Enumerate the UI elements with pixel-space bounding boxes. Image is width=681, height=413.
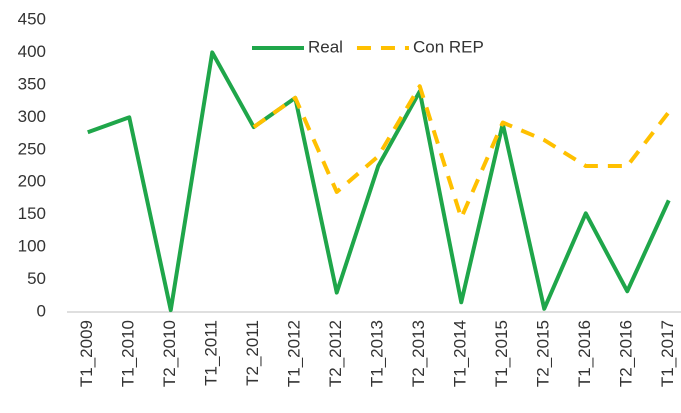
y-tick-label: 450 bbox=[18, 9, 46, 28]
x-tick-label: T1_2010 bbox=[119, 320, 138, 387]
x-tick-label: T2_2010 bbox=[160, 320, 179, 387]
y-tick-label: 400 bbox=[18, 42, 46, 61]
x-tick-label: T1_2013 bbox=[368, 320, 387, 387]
x-tick-label: T2_2016 bbox=[617, 320, 636, 387]
x-tick-label: T2_2015 bbox=[534, 320, 553, 387]
legend-label: Real bbox=[308, 37, 343, 56]
y-tick-label: 50 bbox=[27, 269, 46, 288]
x-tick-label: T1_2014 bbox=[451, 320, 470, 387]
x-tick-label: T1_2017 bbox=[658, 320, 677, 387]
x-tick-label: T1_2012 bbox=[285, 320, 304, 387]
y-tick-label: 100 bbox=[18, 237, 46, 256]
y-tick-label: 150 bbox=[18, 204, 46, 223]
x-tick-label: T1_2016 bbox=[575, 320, 594, 387]
x-tick-label: T2_2011 bbox=[243, 320, 262, 386]
x-tick-label: T2_2012 bbox=[326, 320, 345, 387]
y-tick-label: 300 bbox=[18, 107, 46, 126]
y-tick-label: 0 bbox=[37, 301, 46, 320]
x-tick-label: T2_2013 bbox=[409, 320, 428, 387]
x-tick-label: T1_2015 bbox=[492, 320, 511, 387]
y-tick-label: 250 bbox=[18, 139, 46, 158]
x-tick-label: T1_2011 bbox=[202, 320, 221, 386]
series-line bbox=[87, 50, 671, 313]
legend-label: Con REP bbox=[413, 37, 484, 56]
y-tick-label: 350 bbox=[18, 74, 46, 93]
x-tick-label: T1_2009 bbox=[77, 320, 96, 387]
y-tick-label: 200 bbox=[18, 172, 46, 191]
